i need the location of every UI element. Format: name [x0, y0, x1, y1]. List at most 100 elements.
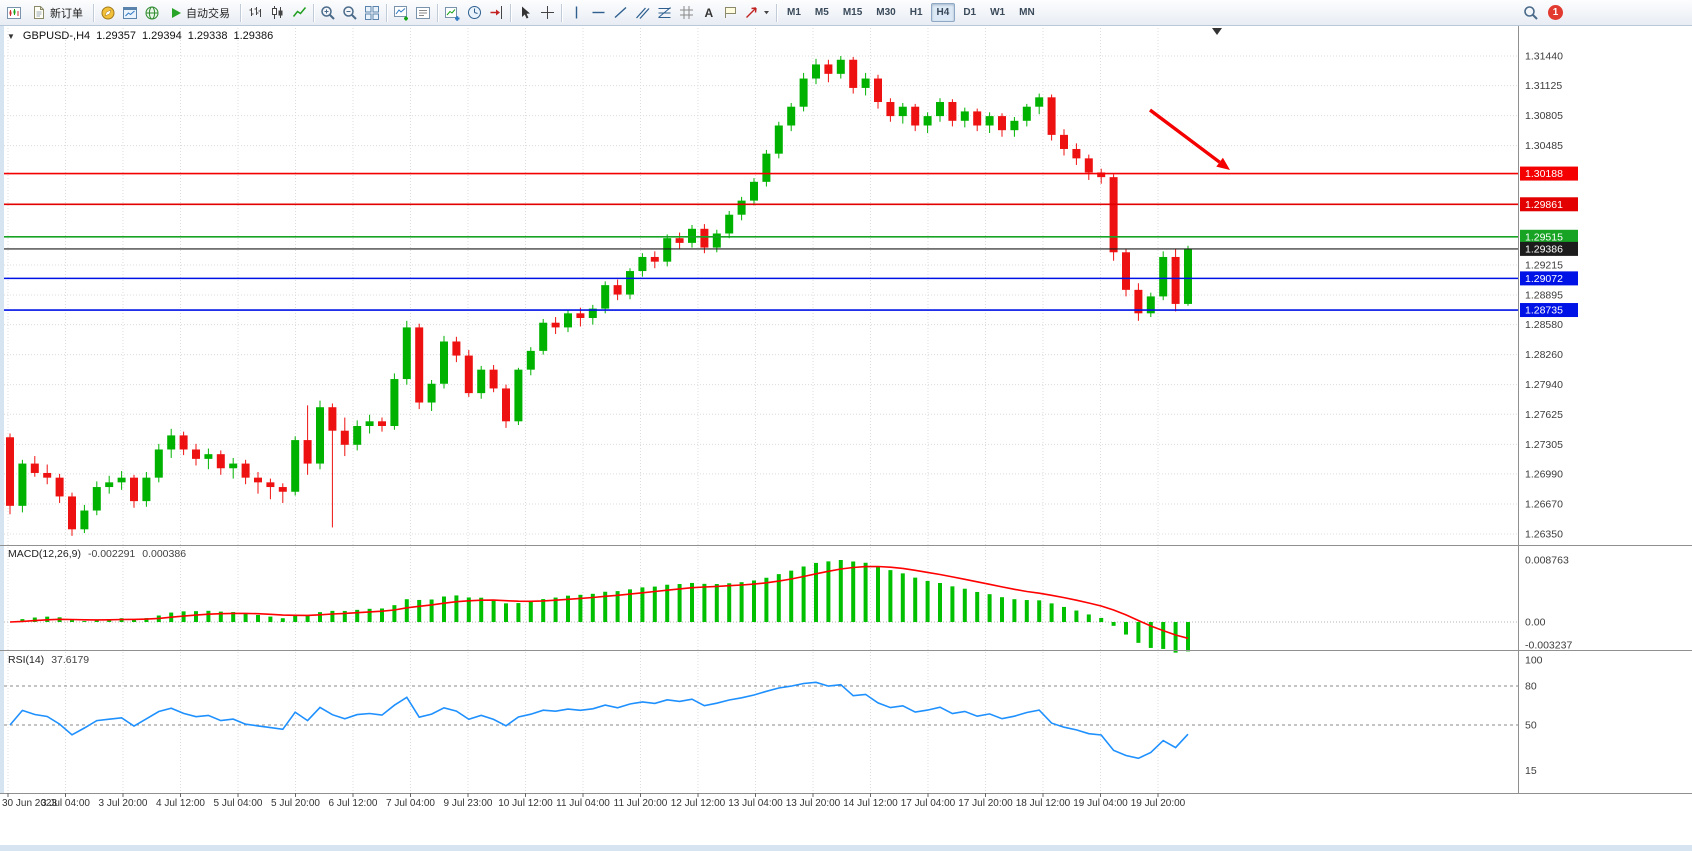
profiles-button[interactable]: [97, 2, 119, 24]
candle-body: [948, 102, 957, 121]
market-watch-button[interactable]: [119, 2, 141, 24]
candle-body: [824, 64, 833, 74]
candle-body: [688, 228, 696, 243]
axis-label: 1.28260: [1525, 349, 1563, 361]
new-order-icon: [34, 6, 44, 19]
axis-label: 1.27940: [1525, 379, 1563, 391]
axis-label: 3 Jul 04:00: [41, 798, 90, 809]
text-tool-button[interactable]: A: [697, 2, 719, 24]
axis-label: 1.31125: [1525, 80, 1562, 92]
candle-body: [588, 308, 597, 319]
timeframe-w1-button[interactable]: W1: [990, 7, 1006, 18]
candle-body: [316, 407, 324, 464]
axis-label: 11 Jul 04:00: [556, 798, 610, 809]
candle-body: [886, 102, 895, 117]
one-click-trading-toggle[interactable]: ▼: [7, 31, 15, 41]
candle-body: [973, 111, 982, 126]
new-chart-button[interactable]: [3, 2, 25, 24]
timeframe-d1-button[interactable]: D1: [963, 7, 977, 18]
objects-list-button[interactable]: [412, 2, 434, 24]
indicators-button[interactable]: [390, 2, 412, 24]
axis-label: 17 Jul 04:00: [901, 798, 956, 809]
chart-window-icon: [123, 6, 137, 19]
candle-body: [1171, 256, 1180, 304]
shapes-tool-button[interactable]: [675, 2, 697, 24]
candle-body: [18, 463, 27, 506]
timeframe-h1-button[interactable]: H1: [909, 7, 923, 18]
chart-shift-button[interactable]: [485, 2, 507, 24]
axis-label: 3 Jul 20:00: [99, 798, 148, 809]
candle-body: [700, 228, 709, 248]
chart-shift-marker[interactable]: [1212, 28, 1222, 35]
time-axis[interactable]: [0, 793, 1692, 813]
candle-body: [787, 106, 796, 126]
cursor-button[interactable]: [514, 2, 536, 24]
candle-body: [43, 472, 52, 478]
vertical-line-tool-button[interactable]: [565, 2, 587, 24]
candle-body: [712, 233, 721, 248]
timeframe-m15-button[interactable]: M15: [842, 7, 863, 18]
candle-body: [353, 426, 362, 445]
add-indicator-button[interactable]: [441, 2, 463, 24]
new-order-button[interactable]: 新订单: [25, 2, 90, 24]
timeframe-m1-button[interactable]: M1: [787, 7, 801, 18]
axis-label: 13 Jul 04:00: [728, 798, 783, 809]
horizontal-line-tool-button[interactable]: [587, 2, 609, 24]
candle-body: [1035, 97, 1044, 107]
price-axis[interactable]: [1518, 26, 1692, 793]
candle-body: [638, 256, 647, 272]
candle-body: [1122, 252, 1130, 290]
timeframe-h4-button[interactable]: H4: [930, 3, 956, 22]
channel-tool-button[interactable]: [631, 2, 653, 24]
axis-label: -0.003237: [1525, 639, 1572, 651]
search-button[interactable]: [1520, 2, 1542, 24]
play-icon: [172, 7, 181, 18]
candle-body: [1109, 177, 1118, 253]
resistance-line-upper-tag: [1520, 166, 1578, 181]
line-chart-button[interactable]: [288, 2, 310, 24]
candlestick-chart-button[interactable]: [266, 2, 288, 24]
periods-button[interactable]: [463, 2, 485, 24]
axis-label: 0.008763: [1525, 555, 1569, 567]
arrow-annotation-head[interactable]: [1216, 157, 1230, 170]
toolbar-separator: [313, 3, 314, 22]
timeframe-mn-button[interactable]: MN: [1019, 7, 1035, 18]
axis-label: 10 Jul 12:00: [498, 798, 553, 809]
candle-body: [415, 327, 424, 403]
tile-windows-button[interactable]: [361, 2, 383, 24]
toolbar-separator: [93, 3, 94, 22]
line-chart-icon: [292, 7, 306, 17]
new-chart-icon: [7, 6, 21, 19]
crosshair-button[interactable]: [536, 2, 558, 24]
ohlc-low: 1.29338: [187, 30, 228, 42]
fibonacci-tool-button[interactable]: [653, 2, 675, 24]
notification-badge[interactable]: 1: [1548, 5, 1563, 20]
web-terminal-button[interactable]: [141, 2, 163, 24]
zoom-in-button[interactable]: [317, 2, 339, 24]
candle-body: [923, 116, 932, 126]
text-label-tool-button[interactable]: [719, 2, 741, 24]
axis-label: 13 Jul 20:00: [786, 798, 841, 809]
axis-label: 30 Jun 2023: [2, 798, 57, 809]
timeframe-m5-button[interactable]: M5: [814, 7, 829, 18]
axis-label: 12 Jul 12:00: [671, 798, 726, 809]
candle-body: [725, 214, 734, 234]
candle-body: [502, 388, 510, 422]
candle-body: [526, 350, 535, 370]
candle-body: [464, 355, 473, 394]
candle-body: [427, 383, 436, 403]
arrows-tool-button[interactable]: [741, 2, 773, 24]
horizontal-line-icon: [592, 11, 604, 14]
chart-title: ▼ GBPUSD-,H4 1.29357 1.29394 1.29338 1.2…: [7, 30, 273, 42]
bar-chart-button[interactable]: [244, 2, 266, 24]
rsi-line: [9, 681, 1189, 760]
timeframe-m30-button[interactable]: M30: [876, 7, 896, 18]
candle-body: [551, 322, 560, 328]
zoom-out-button[interactable]: [339, 2, 361, 24]
candle-body: [378, 421, 386, 427]
autotrade-button[interactable]: 自动交易: [163, 2, 237, 24]
arrow-annotation[interactable]: [1148, 108, 1221, 164]
trendline-tool-button[interactable]: [609, 2, 631, 24]
candle-body: [117, 477, 126, 483]
